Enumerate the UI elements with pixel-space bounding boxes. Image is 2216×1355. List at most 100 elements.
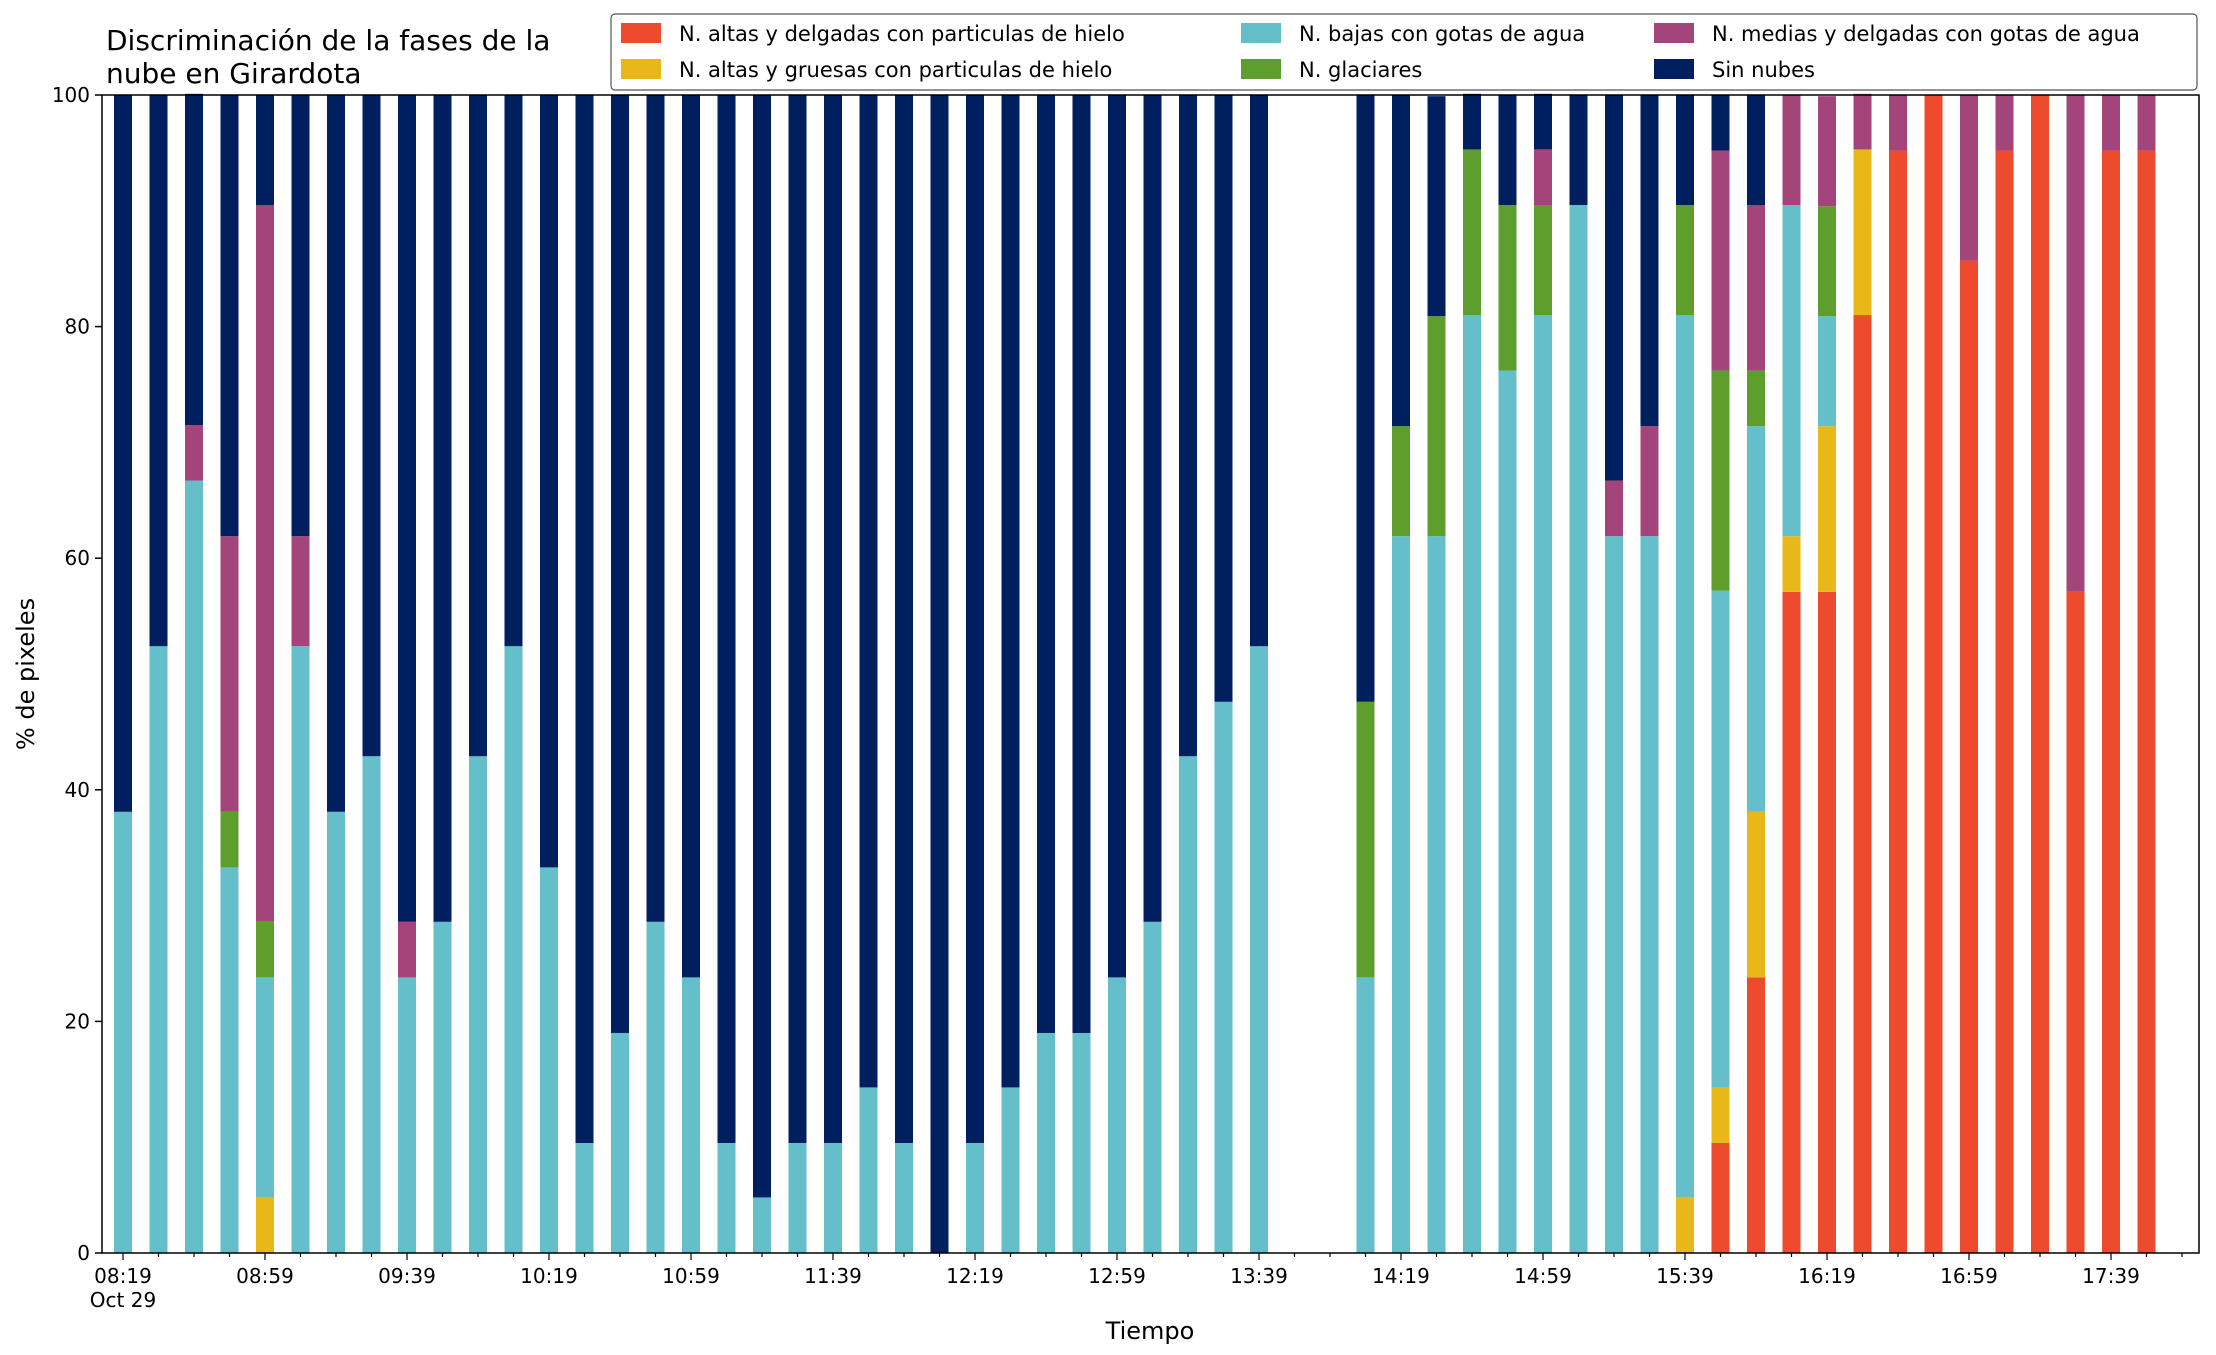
- legend-box: [610, 13, 2198, 91]
- bar-segment-2-32: [1250, 646, 1268, 1253]
- x-tick-label: 09:39: [378, 1264, 436, 1288]
- x-tick-label: 12:59: [1088, 1264, 1146, 1288]
- bars-layer: [114, 93, 2156, 1254]
- bar-segment-2-8: [398, 977, 416, 1253]
- bar-segment-1-46: [1747, 811, 1765, 978]
- bar-segment-5-11: [504, 95, 523, 647]
- bar-segment-2-10: [469, 756, 487, 1253]
- legend-label-5: Sin nubes: [1712, 58, 1815, 82]
- x-tick-label: 16:59: [1940, 1264, 1998, 1288]
- bar-segment-4-43: [1640, 426, 1659, 537]
- x-tick-label: 15:39: [1656, 1264, 1714, 1288]
- bar-segment-0-53: [1995, 150, 2014, 1254]
- bar-segment-0-52: [1960, 260, 1978, 1254]
- bar-segment-3-37: [1427, 316, 1446, 537]
- bar-segment-2-6: [327, 811, 345, 1253]
- bar-segment-5-28: [1108, 95, 1126, 978]
- x-tick-label: 10:59: [662, 1264, 720, 1288]
- bar-segment-5-30: [1179, 95, 1197, 757]
- bar-segment-5-40: [1534, 93, 1552, 150]
- x-axis: 08:19 08:59 09:39 10:19 10:59 11:39 12:19 12:59…: [90, 1253, 2183, 1312]
- bar-segment-5-46: [1747, 95, 1765, 206]
- bar-segment-0-56: [2102, 150, 2120, 1254]
- bar-segment-5-24: [966, 95, 984, 1143]
- bar-segment-5-7: [362, 95, 381, 757]
- chart-title-line-1: Discriminación de la fases de la: [106, 24, 550, 57]
- bar-segment-4-8: [398, 921, 416, 978]
- legend-label-2: N. bajas con gotas de agua: [1299, 22, 1585, 46]
- bar-segment-2-26: [1037, 1032, 1055, 1253]
- bar-segment-3-35: [1356, 701, 1375, 978]
- x-tick-label: 11:39: [804, 1264, 862, 1288]
- bar-segment-1-45: [1711, 1087, 1730, 1143]
- bar-segment-2-15: [646, 921, 665, 1253]
- legend-label-3: N. glaciares: [1299, 58, 1422, 82]
- bar-segment-1-49: [1853, 149, 1872, 316]
- bar-segment-5-14: [611, 95, 629, 1033]
- y-tick-label: 80: [65, 315, 90, 339]
- bar-segment-4-57: [2137, 95, 2156, 151]
- bar-segment-2-29: [1143, 921, 1162, 1253]
- bar-segment-2-3: [220, 867, 239, 1253]
- bar-segment-2-48: [1818, 316, 1836, 427]
- bar-segment-2-14: [611, 1032, 629, 1253]
- bar-segment-3-39: [1498, 205, 1517, 371]
- bar-segment-5-12: [540, 95, 558, 868]
- legend-swatch-2: [1241, 23, 1281, 43]
- bar-segment-2-2: [185, 480, 203, 1253]
- bar-segment-5-21: [859, 95, 878, 1088]
- x-tick-label: 08:59: [236, 1264, 294, 1288]
- legend-label-1: N. altas y gruesas con particulas de hie…: [679, 58, 1112, 82]
- x-tick-label: 13:39: [1230, 1264, 1288, 1288]
- bar-segment-5-38: [1463, 93, 1481, 150]
- bar-segment-4-40: [1534, 149, 1552, 206]
- legend-items: N. altas y delgadas con particulas de hi…: [621, 22, 2140, 82]
- bar-segment-5-16: [682, 95, 700, 978]
- bar-segment-5-37: [1427, 96, 1446, 317]
- bar-segment-2-0: [114, 811, 132, 1253]
- y-axis: 0 20 40 60 80 100: [52, 83, 102, 1265]
- bar-segment-0-54: [2031, 95, 2049, 1253]
- bar-segment-2-36: [1392, 536, 1410, 1253]
- x-tick-label: 14:59: [1514, 1264, 1572, 1288]
- bar-segment-3-44: [1676, 205, 1694, 316]
- bar-segment-5-10: [469, 95, 487, 757]
- bar-segment-2-38: [1463, 315, 1481, 1253]
- chart-title-line-2: nube en Girardota: [106, 57, 361, 90]
- bar-segment-2-37: [1427, 536, 1446, 1253]
- bar-segment-5-0: [114, 95, 132, 812]
- bar-segment-2-31: [1214, 701, 1233, 1253]
- bar-segment-2-44: [1676, 315, 1694, 1198]
- bar-segment-4-46: [1747, 205, 1765, 371]
- bar-segment-0-46: [1747, 977, 1765, 1253]
- bar-segment-4-52: [1960, 95, 1978, 261]
- bar-segment-4-53: [1995, 95, 2014, 151]
- bar-segment-2-25: [1001, 1087, 1020, 1253]
- bar-segment-4-47: [1782, 95, 1801, 206]
- bar-segment-2-20: [824, 1142, 842, 1253]
- bar-segment-4-4: [256, 205, 274, 922]
- legend-swatch-5: [1654, 59, 1694, 79]
- bar-segment-5-3: [220, 95, 239, 537]
- y-tick-label: 40: [65, 778, 90, 802]
- x-tick-label: 14:19: [1372, 1264, 1430, 1288]
- bar-segment-1-47: [1782, 536, 1801, 592]
- bar-segment-5-9: [433, 95, 452, 922]
- bar-segment-1-44: [1676, 1197, 1694, 1253]
- bar-segment-0-51: [1924, 95, 1943, 1253]
- bar-segment-3-48: [1818, 206, 1836, 317]
- bar-segment-2-40: [1534, 315, 1552, 1253]
- legend-swatch-0: [621, 23, 661, 43]
- bar-segment-2-41: [1569, 205, 1588, 1253]
- x-tick-label: 17:39: [2082, 1264, 2140, 1288]
- bar-segment-0-49: [1853, 315, 1872, 1253]
- y-axis-label: % de pixeles: [12, 598, 40, 750]
- bar-segment-5-43: [1640, 95, 1659, 427]
- bar-segment-2-24: [966, 1142, 984, 1253]
- bar-segment-5-15: [646, 95, 665, 922]
- bar-segment-2-1: [149, 646, 168, 1253]
- legend-label-4: N. medias y delgadas con gotas de agua: [1712, 22, 2140, 46]
- bar-segment-0-50: [1889, 150, 1907, 1254]
- bar-segment-2-35: [1356, 977, 1375, 1253]
- bar-segment-4-55: [2066, 95, 2085, 592]
